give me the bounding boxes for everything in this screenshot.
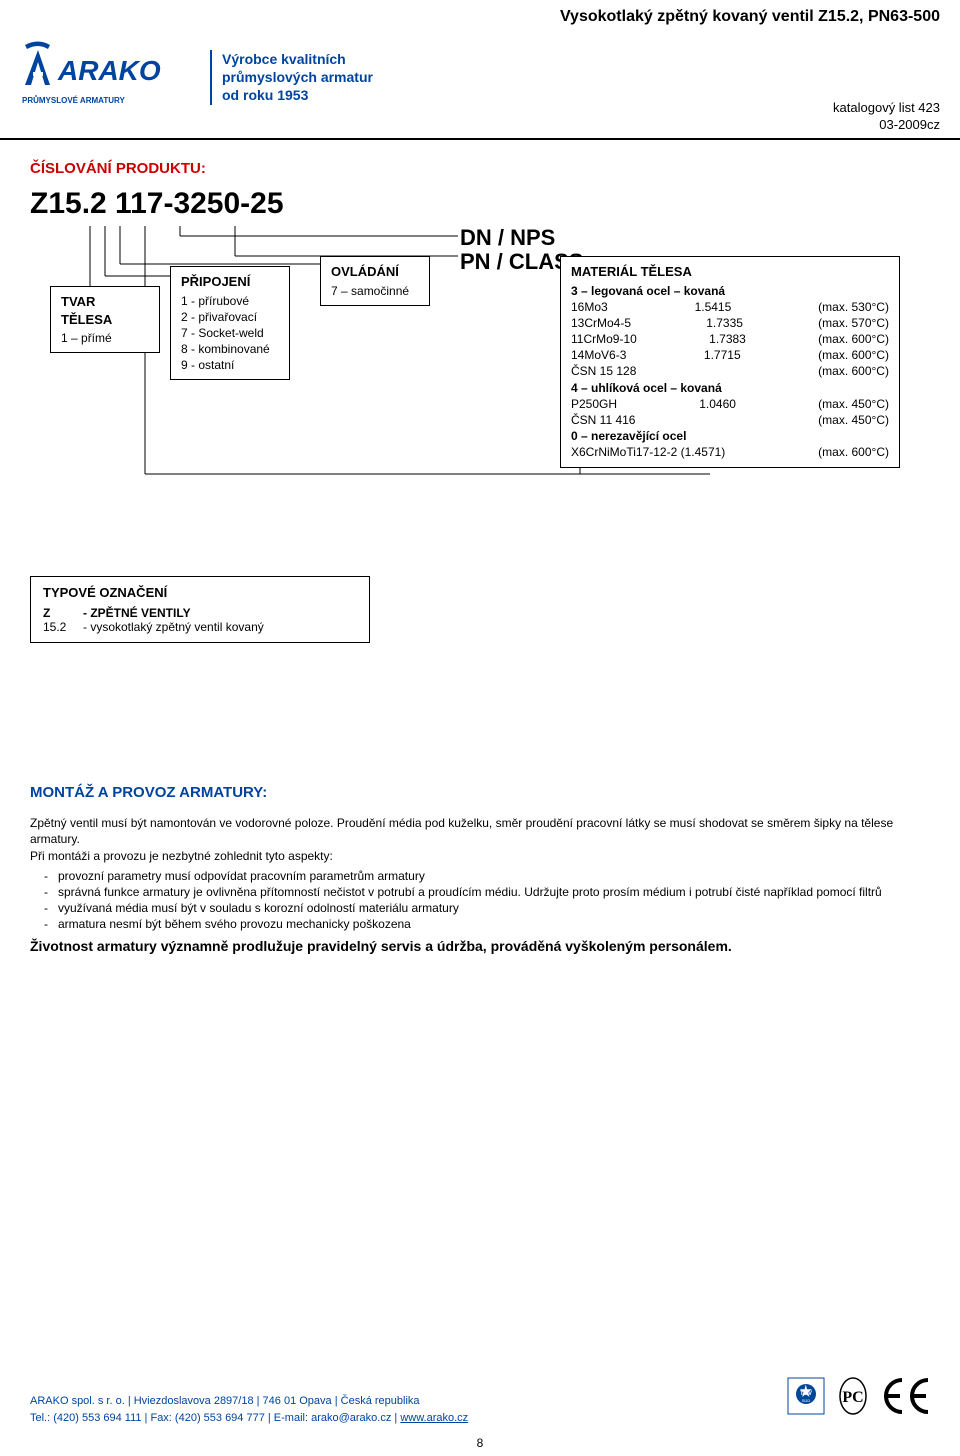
pripojeni-box: PŘIPOJENÍ 1 - přírubové 2 - přivařovací …	[170, 266, 290, 380]
type-title: TYPOVÉ OZNAČENÍ	[43, 585, 357, 600]
slogan: Výrobce kvalitních průmyslových armatur …	[210, 50, 373, 105]
catalog-line1: katalogový list 423	[833, 100, 940, 117]
montaz-p1: Zpětný ventil musí být namontován ve vod…	[30, 815, 930, 847]
type-label: - ZPĚTNÉ VENTILY	[83, 606, 191, 620]
mat-g3-title: 0 – nerezavějící ocel	[571, 428, 889, 444]
tvar-item: 1 – přímé	[61, 330, 149, 346]
prip-item: 8 - kombinované	[181, 341, 279, 357]
pc-mark-icon: PC	[838, 1376, 868, 1416]
montaz-title: MONTÁŽ A PROVOZ ARMATURY:	[30, 783, 930, 803]
code-diagram: DN / NPS PN / CLASS TVAR TĚLESA 1 – přím…	[30, 226, 960, 526]
mat-row: 13CrMo4-51.7335(max. 570°C)	[571, 315, 889, 331]
prip-item: 7 - Socket-weld	[181, 325, 279, 341]
logo-box: ARAKO PRŮMYSLOVÉ ARMATURY	[20, 40, 200, 120]
prip-title: PŘIPOJENÍ	[181, 273, 279, 291]
mat-g2-title: 4 – uhlíková ocel – kovaná	[571, 380, 889, 396]
footer-icons: TÜV SÜD PC	[786, 1376, 930, 1416]
slogan-line3: od roku 1953	[222, 86, 373, 104]
type-row: 15.2 - vysokotlaký zpětný ventil kovaný	[43, 620, 357, 634]
product-code: Z15.2 117-3250-25	[30, 187, 960, 221]
tvar-title: TVAR TĚLESA	[61, 293, 149, 328]
ovladani-box: OVLÁDÁNÍ 7 – samočinné	[320, 256, 430, 306]
catalog-line2: 03-2009cz	[833, 117, 940, 134]
mat-row: 14MoV6-31.7715(max. 600°C)	[571, 347, 889, 363]
svg-text:PC: PC	[842, 1389, 863, 1406]
type-code: Z	[43, 606, 83, 620]
footer: ARAKO spol. s r. o. | Hviezdoslavova 289…	[30, 1393, 930, 1426]
montaz-bullet: armatura nesmí být během svého provozu m…	[30, 916, 930, 932]
prip-item: 1 - přírubové	[181, 293, 279, 309]
ovl-title: OVLÁDÁNÍ	[331, 263, 419, 281]
footer-link[interactable]: www.arako.cz	[400, 1412, 468, 1424]
type-code: 15.2	[43, 620, 83, 634]
footer-line2-pre: Tel.: (420) 553 694 111 | Fax: (420) 553…	[30, 1412, 400, 1424]
arako-logo-icon: ARAKO	[20, 40, 200, 100]
tuv-icon: TÜV SÜD	[786, 1376, 826, 1416]
montaz-bullet: správná funkce armatury je ovlivněna pří…	[30, 884, 930, 900]
mat-row: ČSN 11 416(max. 450°C)	[571, 412, 889, 428]
footer-line1: ARAKO spol. s r. o. | Hviezdoslavova 289…	[30, 1395, 420, 1407]
mat-row: ČSN 15 128(max. 600°C)	[571, 363, 889, 379]
svg-text:SÜD: SÜD	[802, 1398, 811, 1403]
montaz-bullets: provozní parametry musí odpovídat pracov…	[30, 868, 930, 933]
mat-row: 11CrMo9-101.7383(max. 600°C)	[571, 331, 889, 347]
mat-g1-title: 3 – legovaná ocel – kovaná	[571, 283, 889, 299]
type-row: Z - ZPĚTNÉ VENTILY	[43, 606, 357, 620]
svg-text:TÜV: TÜV	[800, 1390, 812, 1397]
slogan-line2: průmyslových armatur	[222, 68, 373, 86]
mat-row: 16Mo31.5415(max. 530°C)	[571, 299, 889, 315]
prip-item: 2 - přivařovací	[181, 309, 279, 325]
mat-row: X6CrNiMoTi17-12-2 (1.4571)(max. 600°C)	[571, 444, 889, 460]
montaz-bullet: využívaná média musí být v souladu s kor…	[30, 900, 930, 916]
mat-row: P250GH1.0460(max. 450°C)	[571, 396, 889, 412]
numbering-section-title: ČÍSLOVÁNÍ PRODUKTU:	[30, 160, 960, 177]
montaz-section: MONTÁŽ A PROVOZ ARMATURY: Zpětný ventil …	[30, 783, 930, 955]
montaz-p2: Při montáži a provozu je nezbytné zohled…	[30, 848, 930, 864]
catalog-info: katalogový list 423 03-2009cz	[833, 100, 940, 134]
ce-mark-icon	[880, 1376, 930, 1416]
type-box: TYPOVÉ OZNAČENÍ Z - ZPĚTNÉ VENTILY 15.2 …	[30, 576, 370, 643]
page-header: Vysokotlaký zpětný kovaný ventil Z15.2, …	[0, 0, 960, 140]
document-title: Vysokotlaký zpětný kovaný ventil Z15.2, …	[560, 8, 940, 26]
mat-title: MATERIÁL TĚLESA	[571, 263, 889, 281]
montaz-bold-line: Životnost armatury významně prodlužuje p…	[30, 937, 930, 956]
dn-line1: DN / NPS	[460, 226, 620, 250]
slogan-line1: Výrobce kvalitních	[222, 50, 373, 68]
montaz-bullet: provozní parametry musí odpovídat pracov…	[30, 868, 930, 884]
type-label: - vysokotlaký zpětný ventil kovaný	[83, 620, 264, 634]
logo-subtitle: PRŮMYSLOVÉ ARMATURY	[22, 96, 125, 105]
material-box: MATERIÁL TĚLESA 3 – legovaná ocel – kova…	[560, 256, 900, 468]
svg-text:ARAKO: ARAKO	[57, 55, 161, 86]
prip-item: 9 - ostatní	[181, 357, 279, 373]
ovl-item: 7 – samočinné	[331, 283, 419, 299]
page-number: 8	[477, 1436, 484, 1450]
tvar-box: TVAR TĚLESA 1 – přímé	[50, 286, 160, 353]
